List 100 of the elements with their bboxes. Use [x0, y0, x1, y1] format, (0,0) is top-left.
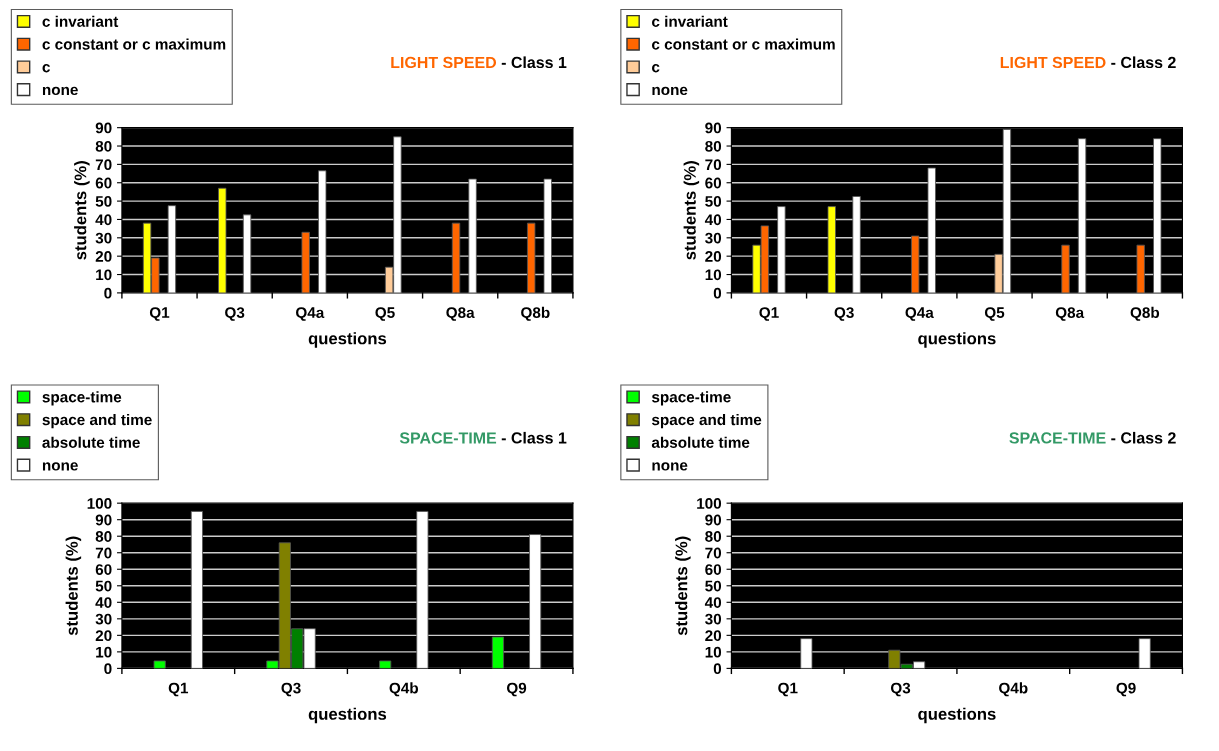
x-tick-label: Q1	[759, 307, 779, 321]
x-tick-label: Q8b	[521, 306, 550, 321]
y-tick-label: 50	[95, 580, 112, 592]
y-tick-label: 70	[705, 159, 722, 171]
y-tick-label: 30	[705, 613, 722, 625]
legend-label: space and time	[651, 413, 762, 429]
x-axis-title: questions	[918, 707, 996, 724]
y-tick-label: 40	[95, 214, 112, 226]
chart-title: LIGHT SPEED	[391, 56, 497, 69]
y-tick-label: 60	[705, 177, 722, 189]
bar	[153, 660, 166, 669]
y-tick-label: 50	[705, 195, 722, 207]
x-tick-label: Q4a	[905, 307, 934, 321]
bar	[491, 636, 504, 669]
y-tick-label: 80	[705, 140, 722, 152]
bar	[451, 222, 461, 293]
chart-subtitle: - Class 2	[1111, 56, 1176, 69]
bar	[218, 187, 227, 293]
x-tick-label: Q3	[834, 307, 854, 321]
bar	[529, 534, 542, 669]
legend-label: c	[652, 64, 660, 73]
legend-label: none	[42, 462, 78, 471]
y-tick-label: 60	[705, 564, 722, 575]
x-tick-label: Q4b	[389, 682, 419, 697]
chart-title: SPACE-TIME	[1009, 432, 1106, 444]
bar	[827, 206, 836, 293]
y-tick-label: 40	[704, 597, 722, 608]
y-tick-label: 10	[705, 646, 722, 658]
x-tick-label: Q4b	[999, 682, 1028, 697]
y-tick-label: 0	[104, 287, 112, 299]
bar	[468, 178, 477, 293]
y-tick-label: 10	[96, 646, 112, 658]
legend-label: space-time	[42, 391, 122, 406]
y-tick-label: 30	[705, 232, 722, 244]
x-tick-label: Q1	[168, 682, 189, 697]
y-tick-label: 60	[95, 564, 112, 575]
y-axis-title: students (%)	[683, 161, 700, 260]
bar	[190, 511, 203, 669]
x-tick-label: Q8a	[1055, 307, 1085, 321]
y-tick-label: 40	[95, 597, 112, 608]
bar	[800, 638, 813, 669]
y-tick-label: 0	[713, 663, 722, 675]
x-tick-label: Q1	[778, 682, 798, 697]
bar	[911, 235, 920, 293]
chart-subtitle: - Class 1	[501, 431, 567, 444]
y-tick-label: 50	[95, 195, 112, 207]
chart-title: LIGHT SPEED	[1000, 56, 1106, 69]
y-tick-label: 90	[705, 122, 722, 134]
y-tick-label: 70	[95, 159, 112, 171]
legend-label: none	[652, 462, 688, 471]
x-axis-title: questions	[308, 332, 387, 348]
chart-subtitle: - Class 1	[501, 56, 567, 69]
bar	[379, 660, 392, 669]
x-tick-label: Q3	[281, 682, 301, 697]
y-tick-label: 100	[87, 498, 112, 509]
legend-label: absolute time	[651, 436, 750, 448]
y-tick-label: 20	[705, 251, 722, 262]
bar	[301, 231, 310, 293]
y-tick-label: 90	[95, 514, 112, 526]
legend-label: c invariant	[42, 15, 119, 27]
y-tick-label: 40	[704, 214, 722, 226]
bar	[167, 205, 177, 293]
bar	[543, 178, 552, 293]
y-tick-label: 90	[95, 122, 112, 134]
bar	[777, 206, 786, 293]
bar	[527, 222, 536, 293]
chart-subtitle: - Class 2	[1111, 431, 1176, 444]
y-tick-label: 10	[96, 269, 112, 281]
y-tick-label: 30	[95, 613, 112, 625]
y-tick-label: 80	[95, 531, 112, 542]
y-axis-title: students (%)	[65, 536, 82, 636]
legend-label: space and time	[42, 413, 152, 429]
bar	[1136, 244, 1145, 293]
x-tick-label: Q5	[375, 307, 395, 321]
bar	[318, 170, 327, 293]
bar	[1061, 244, 1070, 293]
bar	[927, 167, 936, 293]
x-tick-label: Q9	[1116, 682, 1136, 697]
x-axis-title: questions	[918, 332, 996, 348]
legend-label: c constant or c maximum	[42, 38, 226, 50]
x-axis-title: questions	[308, 707, 387, 724]
y-axis-title: students (%)	[74, 161, 90, 260]
legend-label: none	[652, 86, 688, 96]
y-tick-label: 80	[705, 531, 722, 542]
y-tick-label: 20	[95, 630, 112, 642]
legend-label: none	[42, 86, 78, 96]
y-tick-label: 10	[705, 269, 722, 281]
bar	[1153, 138, 1162, 293]
y-tick-label: 60	[95, 177, 112, 189]
y-tick-label: 90	[705, 514, 722, 526]
y-tick-label: 0	[104, 663, 112, 675]
legend-label: absolute time	[42, 436, 140, 448]
y-tick-label: 80	[95, 140, 112, 152]
y-tick-label: 20	[705, 630, 722, 642]
x-tick-label: Q4a	[296, 307, 325, 321]
x-tick-label: Q9	[506, 682, 527, 697]
x-tick-label: Q5	[984, 307, 1005, 321]
x-tick-label: Q1	[149, 307, 170, 321]
y-tick-label: 30	[95, 232, 112, 244]
chart-title: SPACE-TIME	[399, 432, 497, 444]
